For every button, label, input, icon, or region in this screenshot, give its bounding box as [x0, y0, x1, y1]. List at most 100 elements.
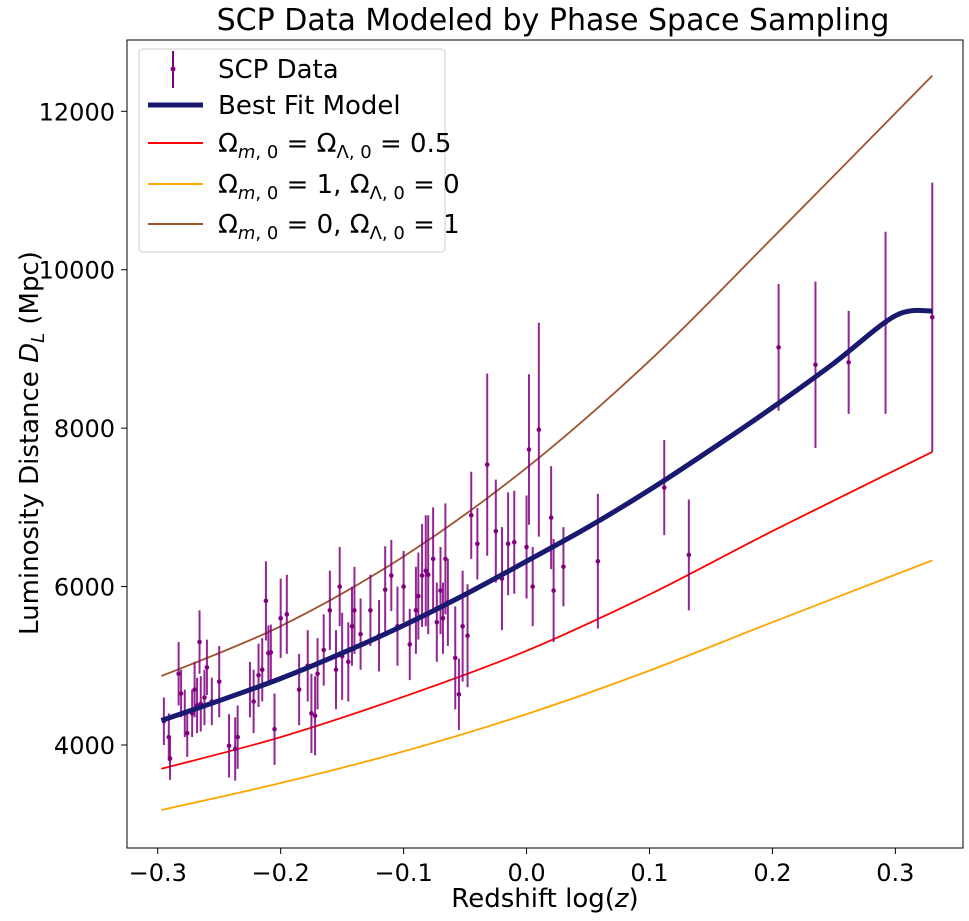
data-point — [352, 608, 357, 613]
series-line-omega-lambda — [161, 74, 933, 677]
data-point — [505, 541, 511, 547]
data-point — [382, 587, 388, 593]
data-point — [272, 726, 277, 732]
x-axis-label: Redshift log(z) — [451, 884, 638, 914]
data-point — [511, 539, 517, 545]
data-point — [178, 691, 184, 696]
data-point — [452, 655, 458, 661]
data-point — [468, 512, 474, 518]
scp-data-points — [161, 182, 935, 781]
x-tick-label: −0.3 — [129, 859, 187, 887]
legend-entry-scp-data: SCP Data — [170, 51, 339, 88]
legend-label-omega-half: Ωm, 0 = ΩΛ, 0 = 0.5 — [218, 129, 451, 163]
legend-entry-omega-matter: Ωm, 0 = 1, ΩΛ, 0 = 0 — [148, 170, 460, 204]
legend-entry-omega-half: Ωm, 0 = ΩΛ, 0 = 0.5 — [148, 129, 451, 163]
x-tick-label: 0.2 — [753, 859, 791, 887]
data-point — [776, 345, 781, 350]
data-point — [167, 756, 173, 761]
data-point — [192, 687, 197, 692]
legend-label-scp-data: SCP Data — [218, 55, 339, 85]
data-point — [425, 572, 431, 578]
data-point — [259, 667, 265, 673]
series-line-omega-half — [161, 451, 933, 770]
data-point — [524, 544, 529, 550]
data-point — [456, 692, 462, 697]
data-point — [530, 584, 536, 589]
data-point — [389, 573, 394, 578]
y-tick-label: 6000 — [54, 574, 115, 602]
y-axis-label: Luminosity Distance DL (Mpc) — [15, 251, 49, 635]
data-point — [536, 427, 542, 433]
series-line-omega-matter — [161, 559, 933, 811]
data-point — [309, 711, 314, 716]
legend: SCP Data Best Fit Model Ωm, 0 = ΩΛ, 0 = … — [138, 48, 460, 253]
data-point — [686, 552, 692, 558]
data-point — [202, 695, 207, 700]
data-point — [345, 659, 351, 665]
legend-box — [138, 48, 446, 253]
data-point — [401, 584, 406, 589]
data-point — [235, 734, 240, 740]
chart-title: SCP Data Modeled by Phase Space Sampling — [217, 3, 890, 38]
data-point — [475, 541, 480, 547]
data-point — [315, 671, 320, 677]
data-point — [407, 642, 413, 647]
x-tick-label: −0.1 — [374, 859, 432, 887]
data-point — [204, 665, 210, 670]
data-point — [416, 593, 421, 599]
data-point — [337, 584, 342, 589]
data-point — [465, 633, 470, 639]
data-point — [349, 623, 355, 629]
x-tick-label: 0.3 — [876, 859, 914, 887]
data-point — [296, 687, 302, 692]
data-point — [929, 314, 935, 320]
legend-label-omega-lambda: Ωm, 0 = 0, ΩΛ, 0 = 1 — [218, 210, 460, 244]
data-point — [327, 608, 333, 613]
data-point — [226, 743, 232, 749]
data-point — [438, 588, 443, 593]
data-point — [263, 598, 269, 604]
data-point — [526, 447, 532, 452]
legend-entry-best-fit: Best Fit Model — [148, 91, 401, 121]
series-line-best-fit — [160, 307, 933, 723]
legend-label-best-fit: Best Fit Model — [218, 91, 401, 121]
data-point — [661, 485, 667, 490]
data-point — [358, 631, 363, 637]
data-point — [197, 639, 202, 645]
data-point — [434, 619, 440, 625]
data-point — [551, 588, 556, 593]
data-point — [443, 556, 448, 562]
data-point — [256, 673, 261, 678]
y-tick-label: 12000 — [39, 98, 115, 126]
data-point — [813, 362, 818, 368]
data-point — [251, 699, 256, 704]
legend-label-omega-matter: Ωm, 0 = 1, ΩΛ, 0 = 0 — [218, 170, 460, 204]
data-point — [216, 679, 222, 684]
data-point — [312, 713, 318, 719]
data-point — [561, 564, 566, 570]
data-point — [460, 623, 465, 629]
data-point — [440, 615, 446, 621]
x-tick-label: 0.1 — [630, 859, 668, 887]
legend-entry-omega-lambda: Ωm, 0 = 0, ΩΛ, 0 = 1 — [148, 210, 460, 244]
data-point — [493, 528, 499, 534]
y-tick-label: 10000 — [39, 257, 115, 285]
data-point — [268, 650, 274, 655]
data-point — [484, 462, 490, 467]
data-point — [595, 558, 601, 564]
data-point — [846, 360, 851, 365]
data-point — [423, 568, 429, 574]
data-point — [368, 608, 373, 613]
y-tick-label: 4000 — [54, 732, 115, 760]
data-point — [232, 746, 238, 752]
data-point — [284, 612, 290, 617]
data-point — [176, 671, 181, 677]
data-point — [184, 730, 190, 736]
data-point — [333, 667, 339, 673]
x-tick-label: −0.2 — [252, 859, 310, 887]
data-point — [548, 515, 554, 520]
x-tick-label: 0.0 — [507, 859, 545, 887]
data-point — [278, 615, 283, 621]
y-tick-label: 8000 — [54, 415, 115, 443]
